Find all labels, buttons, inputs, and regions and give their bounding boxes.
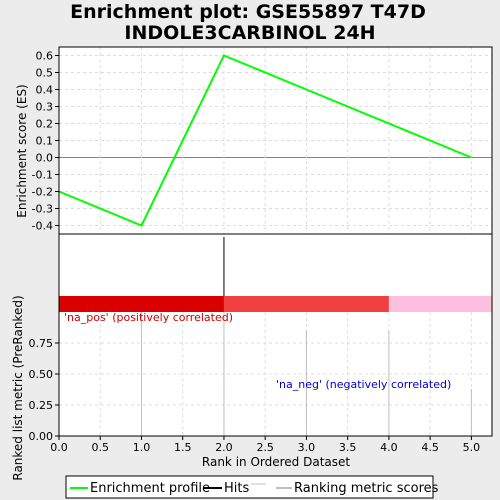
annotation-na-pos: 'na_pos' (positively correlated) (64, 311, 233, 324)
metric-y-tick-label: 0.25 (29, 399, 54, 412)
es-y-tick-label: 0.0 (36, 152, 54, 165)
es-y-tick-label: -0.3 (32, 203, 53, 216)
plot-area-upper (59, 47, 492, 312)
x-tick-label: 2.5 (256, 441, 274, 454)
es-y-tick-label: -0.1 (32, 169, 53, 182)
x-tick-label: 4.0 (380, 441, 398, 454)
es-y-tick-label: -0.2 (32, 186, 53, 199)
rank-color-segment (388, 296, 492, 312)
legend-label-enrichment-profile: Enrichment profile (90, 481, 210, 496)
x-tick-label: 0.5 (91, 441, 109, 454)
es-y-tick-label: 0.1 (36, 135, 54, 148)
y-axis-label-es: Enrichment score (ES) (15, 84, 29, 217)
legend-label-hits: Hits (224, 481, 249, 496)
y-axis-label-metric: Ranked list metric (PreRanked) (11, 295, 25, 480)
es-y-tick-label: 0.5 (36, 67, 54, 80)
x-tick-label: 4.5 (421, 441, 439, 454)
annotation-na-neg: 'na_neg' (negatively correlated) (276, 378, 451, 391)
rank-color-segment (223, 296, 389, 312)
metric-panel-frame (58, 233, 493, 437)
x-tick-label: 1.0 (133, 441, 151, 454)
enrichment-profile-line (58, 54, 472, 227)
x-tick-label: 2.0 (215, 441, 233, 454)
chart-title-line-2: INDOLE3CARBINOL 24H (124, 22, 375, 44)
es-y-tick-label: 0.4 (36, 84, 54, 97)
metric-y-tick-label: 0.00 (29, 430, 54, 443)
chart-title-line-1: Enrichment plot: GSE55897 T47D (70, 1, 426, 23)
es-y-tick-label: 0.3 (36, 101, 54, 114)
x-axis-label: Rank in Ordered Dataset (202, 455, 350, 469)
legend-box (65, 475, 434, 499)
es-y-tick-label: -0.4 (32, 220, 53, 233)
x-tick-label: 0.0 (50, 441, 68, 454)
rank-color-segment (59, 296, 224, 312)
x-tick-label: 3.5 (339, 441, 357, 454)
es-y-tick-label: 0.6 (36, 50, 54, 63)
es-y-tick-label: 0.2 (36, 118, 54, 131)
x-tick-label: 5.0 (463, 441, 481, 454)
metric-y-tick-label: 0.75 (29, 337, 54, 350)
x-tick-label: 1.5 (174, 441, 192, 454)
metric-y-tick-label: 0.50 (29, 368, 54, 381)
legend-label-ranking-metric: Ranking metric scores (294, 481, 439, 496)
x-tick-label: 3.0 (298, 441, 316, 454)
